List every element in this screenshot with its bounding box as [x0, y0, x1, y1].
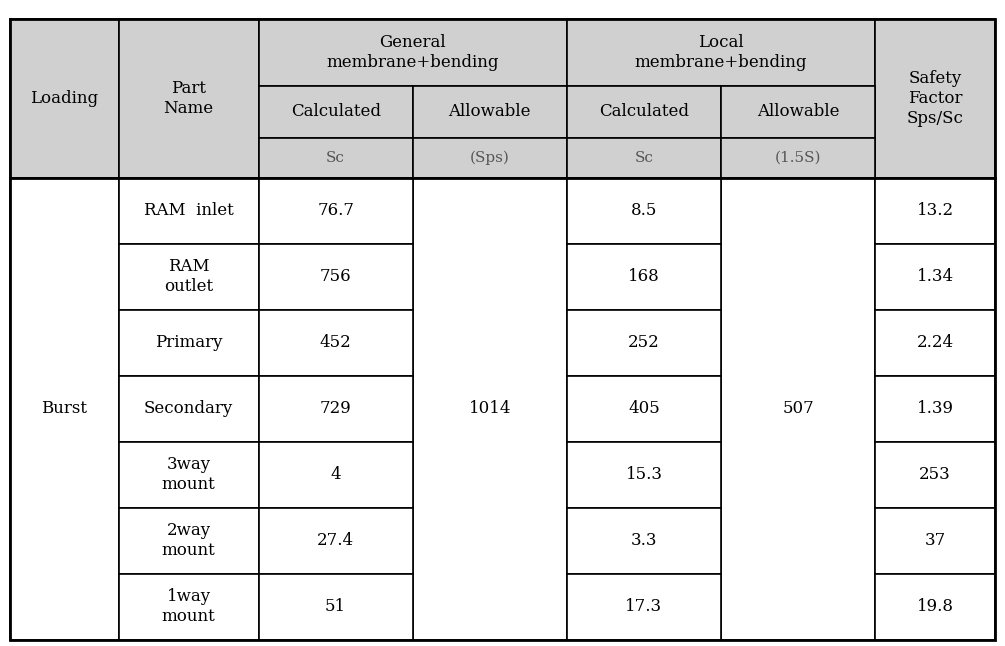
- Text: Part
Name: Part Name: [164, 80, 214, 117]
- Bar: [413, 138, 567, 178]
- Text: (Sps): (Sps): [470, 151, 510, 165]
- Bar: [567, 86, 721, 138]
- Bar: [258, 574, 413, 640]
- Bar: [875, 244, 995, 309]
- Text: 1.34: 1.34: [917, 268, 954, 285]
- Text: 2.24: 2.24: [917, 334, 954, 351]
- Text: Local
membrane+bending: Local membrane+bending: [635, 34, 807, 71]
- Text: 27.4: 27.4: [318, 532, 354, 549]
- Text: Allowable: Allowable: [757, 103, 839, 120]
- Text: Sc: Sc: [634, 151, 653, 165]
- Bar: [567, 508, 721, 574]
- Text: 507: 507: [782, 400, 814, 417]
- Bar: [119, 375, 258, 441]
- Text: RAM  inlet: RAM inlet: [144, 202, 233, 219]
- Text: Secondary: Secondary: [144, 400, 233, 417]
- Text: 253: 253: [920, 466, 951, 483]
- Bar: [258, 178, 413, 244]
- Text: 252: 252: [628, 334, 660, 351]
- Bar: [119, 309, 258, 375]
- Text: 37: 37: [925, 532, 946, 549]
- Bar: [10, 178, 119, 640]
- Text: Allowable: Allowable: [448, 103, 531, 120]
- Bar: [413, 86, 567, 138]
- Text: Calculated: Calculated: [599, 103, 689, 120]
- Text: 168: 168: [628, 268, 660, 285]
- Text: 756: 756: [320, 268, 352, 285]
- Text: 13.2: 13.2: [917, 202, 954, 219]
- Bar: [119, 178, 258, 244]
- Bar: [119, 574, 258, 640]
- Text: 1014: 1014: [468, 400, 512, 417]
- Bar: [567, 309, 721, 375]
- Text: 3way
mount: 3way mount: [162, 456, 215, 493]
- Bar: [10, 19, 119, 178]
- Text: 4: 4: [331, 466, 341, 483]
- Bar: [875, 309, 995, 375]
- Bar: [258, 375, 413, 441]
- Text: 76.7: 76.7: [318, 202, 354, 219]
- Text: 51: 51: [325, 598, 346, 615]
- Text: General
membrane+bending: General membrane+bending: [327, 34, 499, 71]
- Bar: [119, 441, 258, 508]
- Bar: [567, 138, 721, 178]
- Bar: [119, 508, 258, 574]
- Bar: [119, 244, 258, 309]
- Bar: [875, 178, 995, 244]
- Bar: [721, 86, 875, 138]
- Bar: [875, 508, 995, 574]
- Bar: [119, 19, 258, 178]
- Bar: [413, 178, 567, 640]
- Bar: [875, 574, 995, 640]
- Text: 8.5: 8.5: [631, 202, 657, 219]
- Bar: [875, 19, 995, 178]
- Text: 15.3: 15.3: [625, 466, 662, 483]
- Bar: [258, 19, 567, 86]
- Bar: [721, 138, 875, 178]
- Text: Primary: Primary: [155, 334, 222, 351]
- Bar: [258, 244, 413, 309]
- Text: Sc: Sc: [327, 151, 345, 165]
- Text: Safety
Factor
Sps/Sc: Safety Factor Sps/Sc: [907, 70, 964, 127]
- Bar: [258, 441, 413, 508]
- Bar: [258, 138, 413, 178]
- Text: RAM
outlet: RAM outlet: [164, 258, 213, 295]
- Text: Calculated: Calculated: [290, 103, 381, 120]
- Bar: [567, 178, 721, 244]
- Bar: [875, 441, 995, 508]
- Text: 19.8: 19.8: [917, 598, 954, 615]
- Text: 17.3: 17.3: [625, 598, 662, 615]
- Text: 1way
mount: 1way mount: [162, 589, 215, 625]
- Bar: [258, 508, 413, 574]
- Bar: [567, 441, 721, 508]
- Bar: [567, 375, 721, 441]
- Bar: [567, 19, 875, 86]
- Bar: [258, 309, 413, 375]
- Text: 405: 405: [628, 400, 660, 417]
- Bar: [258, 86, 413, 138]
- Text: 452: 452: [320, 334, 352, 351]
- Text: 1.39: 1.39: [917, 400, 954, 417]
- Text: 3.3: 3.3: [631, 532, 657, 549]
- Bar: [721, 178, 875, 640]
- Text: (1.5S): (1.5S): [775, 151, 821, 165]
- Text: Burst: Burst: [41, 400, 87, 417]
- Bar: [567, 574, 721, 640]
- Text: Loading: Loading: [30, 90, 98, 107]
- Bar: [875, 375, 995, 441]
- Text: 729: 729: [320, 400, 352, 417]
- Bar: [567, 244, 721, 309]
- Text: 2way
mount: 2way mount: [162, 522, 215, 559]
